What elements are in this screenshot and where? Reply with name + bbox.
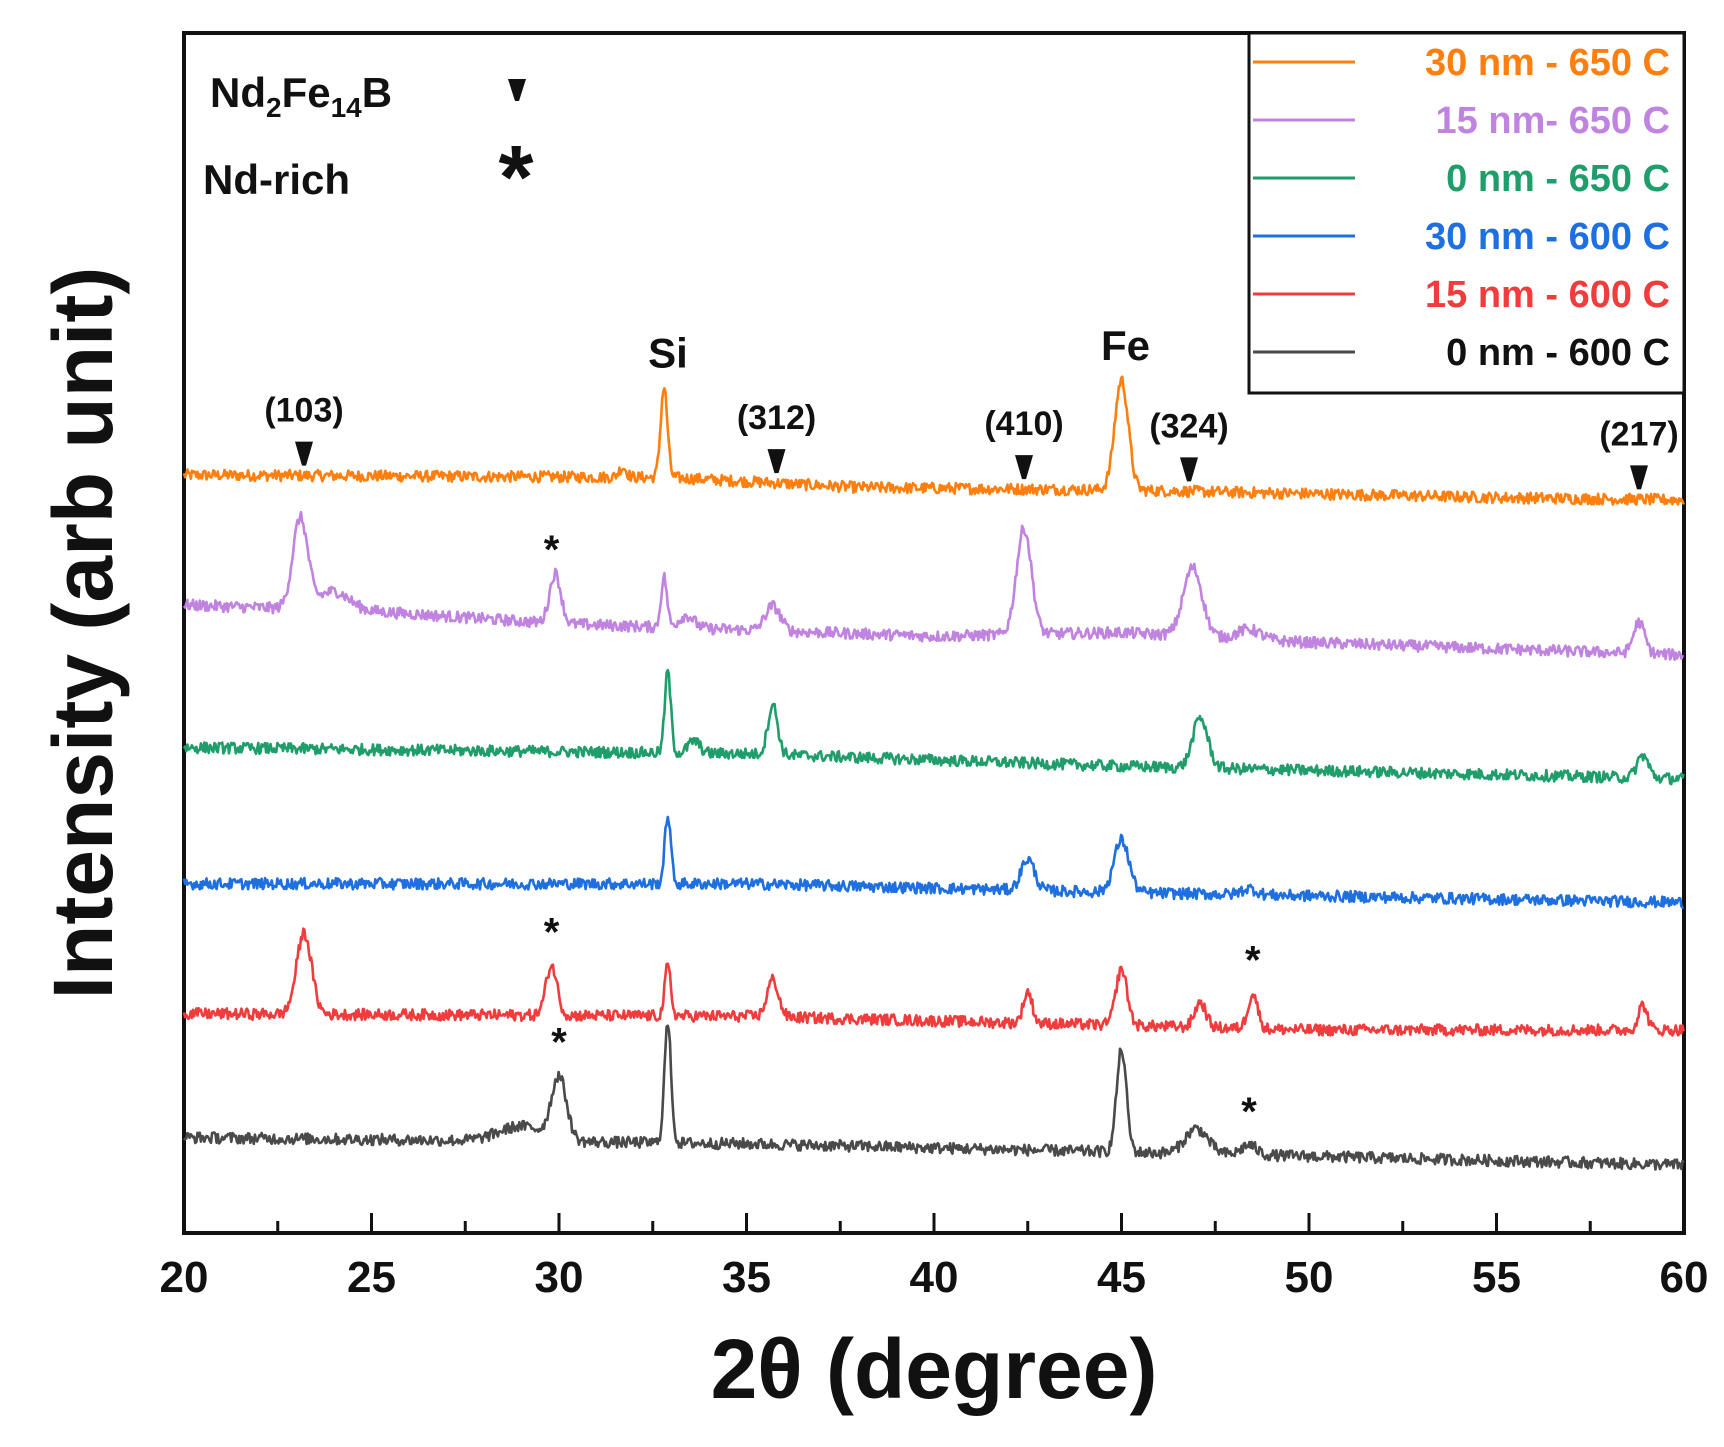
marker-key-nd2fe14b: Nd2Fe14B [210, 69, 392, 123]
legend-label-1: 15 nm- 650 C [1436, 100, 1670, 142]
x-axis-ticks: 20 25 30 35 40 45 50 55 60 [160, 1213, 1709, 1302]
marker-key: Nd2Fe14B Nd-rich * [203, 69, 534, 228]
series-line-2 [182, 668, 1685, 786]
series-line-3 [182, 815, 1685, 910]
x-tick-label: 45 [1097, 1253, 1146, 1302]
nd-rich-peak-star-icon: * [551, 1020, 567, 1064]
x-tick-label: 35 [722, 1253, 771, 1302]
nd2fe14b-peak-marker-icon [295, 441, 313, 466]
marker-key-nd-rich: Nd-rich [203, 156, 350, 203]
nd2fe14b-triangle-icon [508, 79, 526, 101]
legend-box [1247, 31, 1686, 395]
x-tick-label: 40 [910, 1253, 959, 1302]
series-layer [182, 375, 1685, 1171]
hkl-label: (410) [984, 405, 1063, 443]
x-tick-label: 30 [535, 1253, 584, 1302]
x-tick-label: 25 [347, 1253, 396, 1302]
nd-rich-star-icon: * [498, 128, 533, 228]
series-line-1 [182, 510, 1685, 661]
x-tick-label: 55 [1472, 1253, 1521, 1302]
legend-label-3: 30 nm - 600 C [1425, 216, 1670, 258]
hkl-label: (103) [264, 392, 343, 430]
x-tick-label: 20 [160, 1253, 209, 1302]
annotations-layer: (103) (312) (410) (324) (217) Si Fe * * * * * [264, 322, 1678, 1134]
series-line-4 [182, 927, 1685, 1037]
nd2fe14b-peak-marker-icon [767, 449, 786, 474]
x-tick-label: 60 [1660, 1253, 1709, 1302]
legend-label-5: 0 nm - 600 C [1446, 332, 1670, 374]
legend-label-2: 0 nm - 650 C [1446, 158, 1670, 200]
hkl-label: (312) [737, 399, 816, 437]
legend: 30 nm - 650 C 15 nm- 650 C 0 nm - 650 C 30 … [1247, 31, 1686, 395]
x-axis-title: 2θ (degree) [711, 1322, 1158, 1416]
y-axis-title: Intensity (arb unit) [36, 267, 130, 1000]
nd-rich-peak-star-icon: * [544, 910, 560, 954]
series-line-0 [182, 375, 1685, 506]
nd2fe14b-peak-marker-icon [1630, 465, 1648, 490]
series-line-5 [182, 1024, 1685, 1171]
nd2fe14b-peak-marker-icon [1015, 455, 1033, 480]
phase-label-fe: Fe [1101, 322, 1150, 369]
legend-label-0: 30 nm - 650 C [1425, 42, 1670, 84]
hkl-label: (324) [1149, 407, 1228, 445]
nd-rich-peak-star-icon: * [1245, 939, 1261, 983]
nd2fe14b-peak-marker-icon [1180, 457, 1198, 482]
x-tick-label: 50 [1285, 1253, 1334, 1302]
hkl-label: (217) [1599, 415, 1678, 453]
nd-rich-peak-star-icon: * [544, 528, 560, 572]
nd-rich-peak-star-icon: * [1241, 1090, 1257, 1134]
legend-label-4: 15 nm - 600 C [1425, 274, 1670, 316]
phase-label-si: Si [648, 329, 688, 376]
